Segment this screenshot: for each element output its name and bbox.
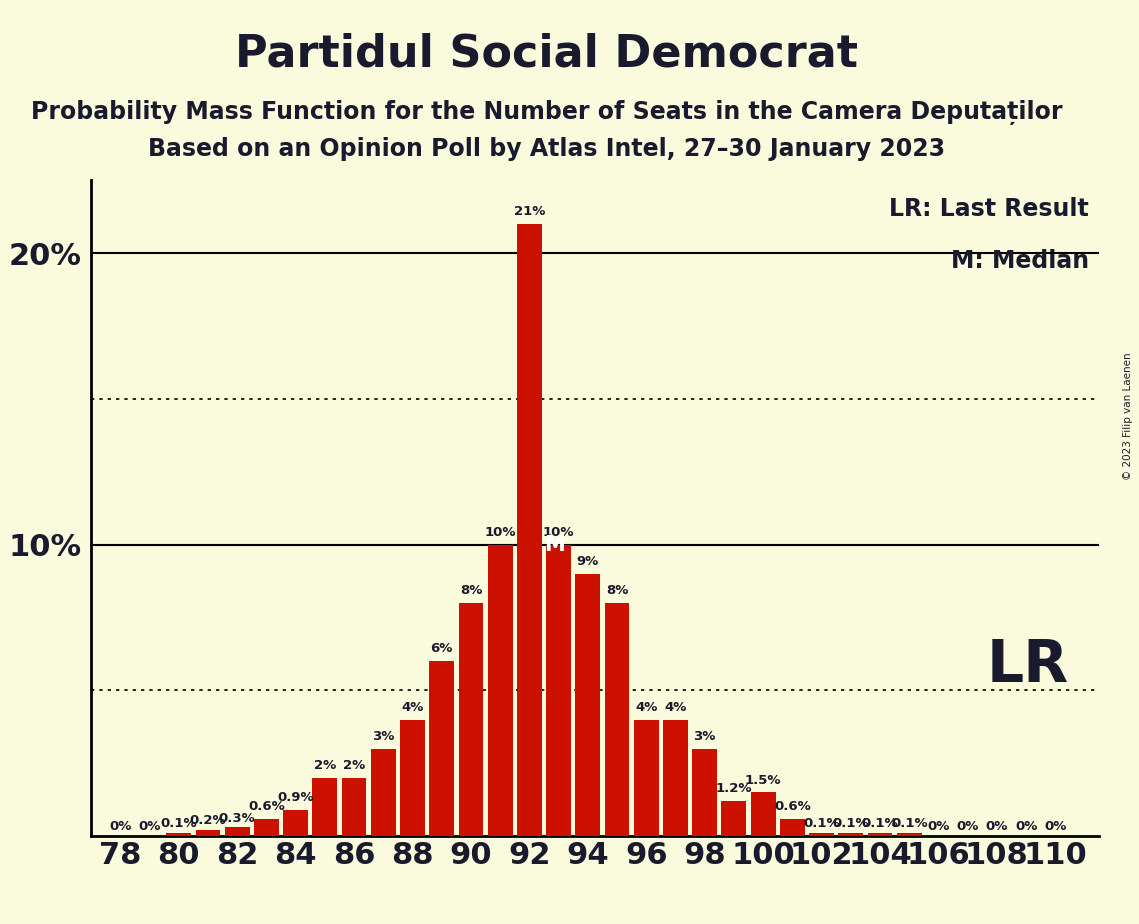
Text: LR: LR bbox=[986, 638, 1068, 694]
Bar bbox=[429, 662, 454, 836]
Bar bbox=[284, 810, 308, 836]
Bar bbox=[459, 603, 483, 836]
Text: 4%: 4% bbox=[401, 700, 424, 713]
Text: 0%: 0% bbox=[1015, 821, 1038, 833]
Bar bbox=[400, 720, 425, 836]
Text: 6%: 6% bbox=[431, 642, 453, 655]
Bar bbox=[780, 819, 805, 836]
Bar bbox=[254, 819, 279, 836]
Text: 0%: 0% bbox=[957, 821, 978, 833]
Bar bbox=[517, 224, 542, 836]
Bar bbox=[605, 603, 630, 836]
Bar bbox=[166, 833, 191, 836]
Bar bbox=[312, 778, 337, 836]
Text: 8%: 8% bbox=[606, 584, 629, 597]
Text: Partidul Social Democrat: Partidul Social Democrat bbox=[236, 32, 858, 76]
Text: 0.6%: 0.6% bbox=[248, 800, 285, 813]
Bar bbox=[838, 833, 863, 836]
Bar bbox=[487, 544, 513, 836]
Text: 4%: 4% bbox=[664, 700, 687, 713]
Bar bbox=[575, 574, 600, 836]
Bar bbox=[896, 833, 921, 836]
Text: 0.6%: 0.6% bbox=[775, 800, 811, 813]
Text: 0.1%: 0.1% bbox=[891, 818, 927, 831]
Bar bbox=[721, 801, 746, 836]
Text: 0%: 0% bbox=[927, 821, 950, 833]
Text: LR: Last Result: LR: Last Result bbox=[890, 197, 1089, 221]
Text: 3%: 3% bbox=[694, 730, 716, 743]
Bar bbox=[663, 720, 688, 836]
Text: 1.5%: 1.5% bbox=[745, 773, 781, 786]
Text: 0.1%: 0.1% bbox=[803, 818, 839, 831]
Text: 3%: 3% bbox=[372, 730, 394, 743]
Bar bbox=[196, 831, 221, 836]
Bar bbox=[809, 833, 834, 836]
Bar bbox=[868, 833, 893, 836]
Text: M: Median: M: Median bbox=[951, 249, 1089, 274]
Bar bbox=[693, 748, 718, 836]
Bar bbox=[751, 793, 776, 836]
Text: 0%: 0% bbox=[1044, 821, 1066, 833]
Text: 0%: 0% bbox=[985, 821, 1008, 833]
Text: 0.9%: 0.9% bbox=[277, 791, 314, 804]
Bar bbox=[371, 748, 395, 836]
Text: Probability Mass Function for the Number of Seats in the Camera Deputaților: Probability Mass Function for the Number… bbox=[31, 100, 1063, 125]
Text: 0%: 0% bbox=[109, 821, 131, 833]
Text: 0.1%: 0.1% bbox=[862, 818, 899, 831]
Text: 1.2%: 1.2% bbox=[715, 783, 752, 796]
Text: Based on an Opinion Poll by Atlas Intel, 27–30 January 2023: Based on an Opinion Poll by Atlas Intel,… bbox=[148, 137, 945, 161]
Text: 0%: 0% bbox=[138, 821, 161, 833]
Bar bbox=[342, 778, 367, 836]
Text: 21%: 21% bbox=[514, 205, 546, 218]
Text: 2%: 2% bbox=[343, 760, 366, 772]
Text: 10%: 10% bbox=[543, 526, 574, 539]
Text: 10%: 10% bbox=[484, 526, 516, 539]
Text: 9%: 9% bbox=[576, 555, 599, 568]
Text: 0.2%: 0.2% bbox=[190, 814, 227, 828]
Text: 4%: 4% bbox=[636, 700, 657, 713]
Text: 0.1%: 0.1% bbox=[833, 818, 869, 831]
Text: M: M bbox=[544, 535, 565, 554]
Text: 8%: 8% bbox=[460, 584, 482, 597]
Text: 0.1%: 0.1% bbox=[161, 818, 197, 831]
Text: 0.3%: 0.3% bbox=[219, 811, 255, 824]
Bar bbox=[224, 828, 249, 836]
Text: 2%: 2% bbox=[313, 760, 336, 772]
Text: © 2023 Filip van Laenen: © 2023 Filip van Laenen bbox=[1123, 352, 1133, 480]
Bar bbox=[633, 720, 658, 836]
Bar bbox=[547, 544, 571, 836]
